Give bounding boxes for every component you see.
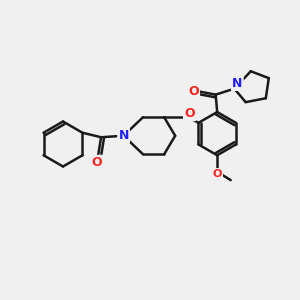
Text: O: O	[188, 85, 199, 98]
Text: O: O	[91, 156, 102, 169]
Text: O: O	[184, 107, 195, 120]
Text: O: O	[212, 169, 222, 179]
Text: N: N	[232, 77, 242, 90]
Text: N: N	[118, 129, 129, 142]
